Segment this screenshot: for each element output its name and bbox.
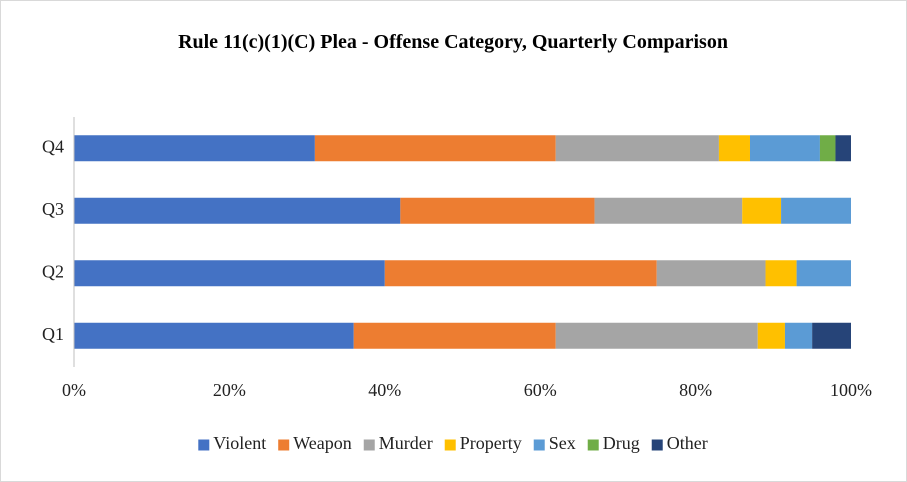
legend-swatch: [278, 439, 290, 451]
x-tick-label: 80%: [679, 380, 712, 400]
legend-swatch: [198, 439, 210, 451]
legend-swatch: [363, 439, 375, 451]
bar-segment: [796, 260, 851, 287]
y-tick-label: Q1: [42, 324, 64, 344]
bar-segment: [718, 135, 750, 162]
bar-segment: [555, 135, 719, 162]
bar-segment: [314, 135, 556, 162]
chart-title: Rule 11(c)(1)(C) Plea - Offense Category…: [178, 31, 728, 53]
legend-label: Drug: [603, 433, 640, 453]
y-tick-label: Q2: [42, 261, 64, 281]
bar-segment: [384, 260, 657, 287]
bar-segment: [781, 197, 851, 224]
bar-segment: [555, 322, 758, 349]
legend-swatch: [651, 439, 663, 451]
x-tick-label: 100%: [830, 380, 872, 400]
bar-segment: [812, 322, 851, 349]
legend-label: Other: [667, 433, 708, 453]
bar-segment: [784, 322, 813, 349]
legend-label: Murder: [379, 433, 433, 453]
bar-segment: [74, 197, 401, 224]
bar-segment: [400, 197, 595, 224]
legend-swatch: [587, 439, 599, 451]
bar-segment: [749, 135, 820, 162]
bar-segment: [742, 197, 782, 224]
bar-segment: [757, 322, 785, 349]
legend-swatch: [444, 439, 456, 451]
bar-segment: [74, 135, 315, 162]
bar-segment: [74, 322, 354, 349]
bar-segment: [765, 260, 797, 287]
x-tick-label: 0%: [62, 380, 86, 400]
legend-label: Weapon: [293, 433, 352, 453]
y-tick-label: Q4: [42, 136, 64, 156]
bar-segment: [819, 135, 836, 162]
bar-segment: [594, 197, 743, 224]
bar-segment: [835, 135, 851, 162]
x-tick-label: 60%: [524, 380, 557, 400]
legend-label: Violent: [213, 433, 266, 453]
x-tick-label: 40%: [368, 380, 401, 400]
bar-segment: [74, 260, 385, 287]
bar-segment: [353, 322, 556, 349]
bar-segment: [656, 260, 766, 287]
y-tick-label: Q3: [42, 199, 64, 219]
legend-swatch: [533, 439, 545, 451]
legend-label: Property: [460, 433, 522, 453]
legend-label: Sex: [549, 433, 576, 453]
x-tick-label: 20%: [213, 380, 246, 400]
